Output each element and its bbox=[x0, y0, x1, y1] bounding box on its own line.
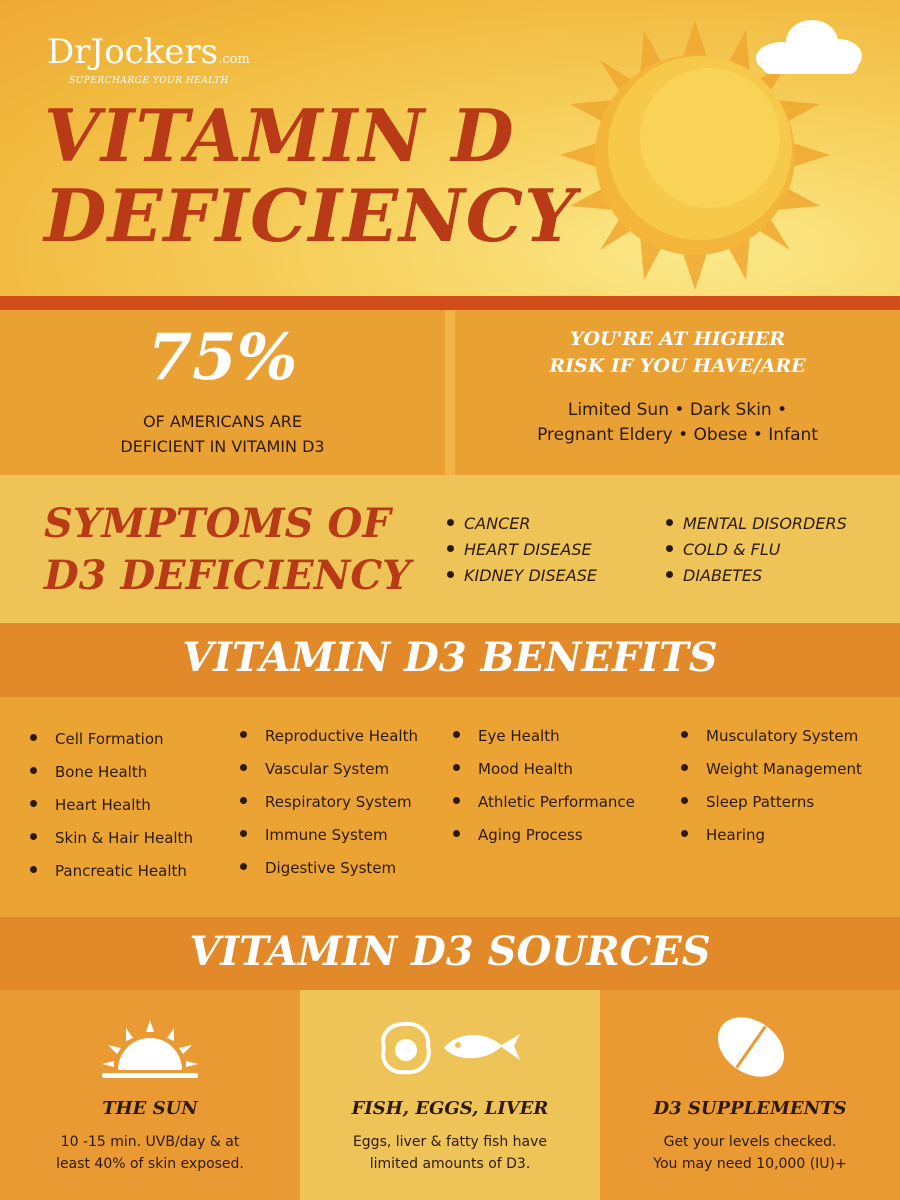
stat-panel bbox=[0, 310, 445, 475]
sunrise-icon bbox=[102, 1020, 198, 1078]
benefits-title: VITAMIN D3 BENEFITS bbox=[182, 634, 718, 681]
source-title: D3 SUPPLEMENTS bbox=[653, 1098, 847, 1119]
benefit-item: Digestive System bbox=[240, 859, 396, 877]
source-text-line-1: Eggs, liver & fatty fish have bbox=[352, 1134, 548, 1150]
source-text-line-2: limited amounts of D3. bbox=[369, 1156, 531, 1172]
pill-icon bbox=[717, 1017, 785, 1077]
benefit-item: Mood Health bbox=[453, 760, 573, 778]
symptom-item: MENTAL DISORDERS bbox=[666, 514, 847, 533]
cloud-icon bbox=[756, 20, 862, 74]
source-text-line-2: You may need 10,000 (IU)+ bbox=[653, 1156, 847, 1172]
source-panel-food: FISH, EGGS, LIVER Eggs, liver & fatty fi… bbox=[300, 990, 600, 1200]
logo-domain: .com bbox=[218, 52, 250, 67]
divider-bar bbox=[0, 296, 900, 310]
stat-text-line-2: DEFICIENT IN VITAMIN D3 bbox=[120, 437, 325, 456]
header: DrJockers.com SUPERCHARGE YOUR HEALTH VI… bbox=[0, 0, 900, 296]
benefit-item: Vascular System bbox=[240, 760, 389, 778]
benefit-item: Immune System bbox=[240, 826, 388, 844]
benefit-item: Skin & Hair Health bbox=[30, 829, 193, 847]
logo-tagline: SUPERCHARGE YOUR HEALTH bbox=[69, 76, 229, 86]
benefit-item: Hearing bbox=[681, 826, 765, 844]
source-text-line-1: Get your levels checked. bbox=[663, 1134, 837, 1150]
page-title-line-2: DEFICIENCY bbox=[44, 173, 577, 258]
sources-header bbox=[0, 917, 900, 990]
risk-factors-line-2: Pregnant Eldery • Obese • Infant bbox=[537, 425, 818, 445]
symptom-item: HEART DISEASE bbox=[447, 540, 592, 559]
benefit-item: Weight Management bbox=[681, 760, 862, 778]
risk-heading-line-1: YOU'RE AT HIGHER bbox=[569, 328, 786, 350]
source-title: THE SUN bbox=[102, 1098, 198, 1119]
benefit-item: Sleep Patterns bbox=[681, 793, 814, 811]
egg-fish-icon bbox=[381, 1021, 520, 1075]
benefit-item: Pancreatic Health bbox=[30, 862, 187, 880]
benefit-item: Reproductive Health bbox=[240, 727, 418, 745]
benefit-item: Bone Health bbox=[30, 763, 147, 781]
risk-heading-line-2: RISK IF YOU HAVE/ARE bbox=[549, 355, 806, 377]
source-text-line-2: least 40% of skin exposed. bbox=[56, 1156, 244, 1172]
page-title-line-1: VITAMIN D bbox=[44, 93, 515, 178]
benefit-item: Eye Health bbox=[453, 727, 560, 745]
risk-panel bbox=[455, 310, 900, 475]
stat-text-line-1: OF AMERICANS ARE bbox=[142, 412, 303, 431]
benefits-header bbox=[0, 623, 900, 697]
sun-icon bbox=[560, 20, 830, 290]
benefit-item: Respiratory System bbox=[240, 793, 412, 811]
source-panel-supplements: D3 SUPPLEMENTS Get your levels checked. … bbox=[600, 990, 900, 1200]
symptoms-title-line-2: D3 DEFICIENCY bbox=[44, 552, 411, 599]
logo-brand: DrJockers bbox=[47, 32, 219, 72]
benefits-section bbox=[0, 697, 900, 917]
symptoms-title-line-1: SYMPTOMS OF bbox=[44, 500, 391, 547]
benefit-item: Cell Formation bbox=[30, 730, 164, 748]
benefit-item: Athletic Performance bbox=[453, 793, 635, 811]
source-panel-sun: THE SUN 10 -15 min. UVB/day & at least 4… bbox=[0, 990, 300, 1200]
benefit-item: Heart Health bbox=[30, 796, 151, 814]
symptom-item: DIABETES bbox=[666, 566, 762, 585]
source-text-line-1: 10 -15 min. UVB/day & at bbox=[60, 1134, 240, 1150]
deficiency-percent: 75% bbox=[147, 320, 298, 395]
sources-title: VITAMIN D3 SOURCES bbox=[189, 928, 711, 975]
source-title: FISH, EGGS, LIVER bbox=[351, 1098, 549, 1119]
benefit-item: Musculatory System bbox=[681, 727, 858, 745]
risk-factors-line-1: Limited Sun • Dark Skin • bbox=[567, 400, 788, 420]
symptom-item: COLD & FLU bbox=[666, 540, 780, 559]
symptom-item: CANCER bbox=[447, 514, 530, 533]
benefit-item: Aging Process bbox=[453, 826, 583, 844]
logo: DrJockers.com SUPERCHARGE YOUR HEALTH bbox=[47, 34, 250, 86]
panel-divider bbox=[445, 310, 455, 475]
symptom-item: KIDNEY DISEASE bbox=[447, 566, 597, 585]
